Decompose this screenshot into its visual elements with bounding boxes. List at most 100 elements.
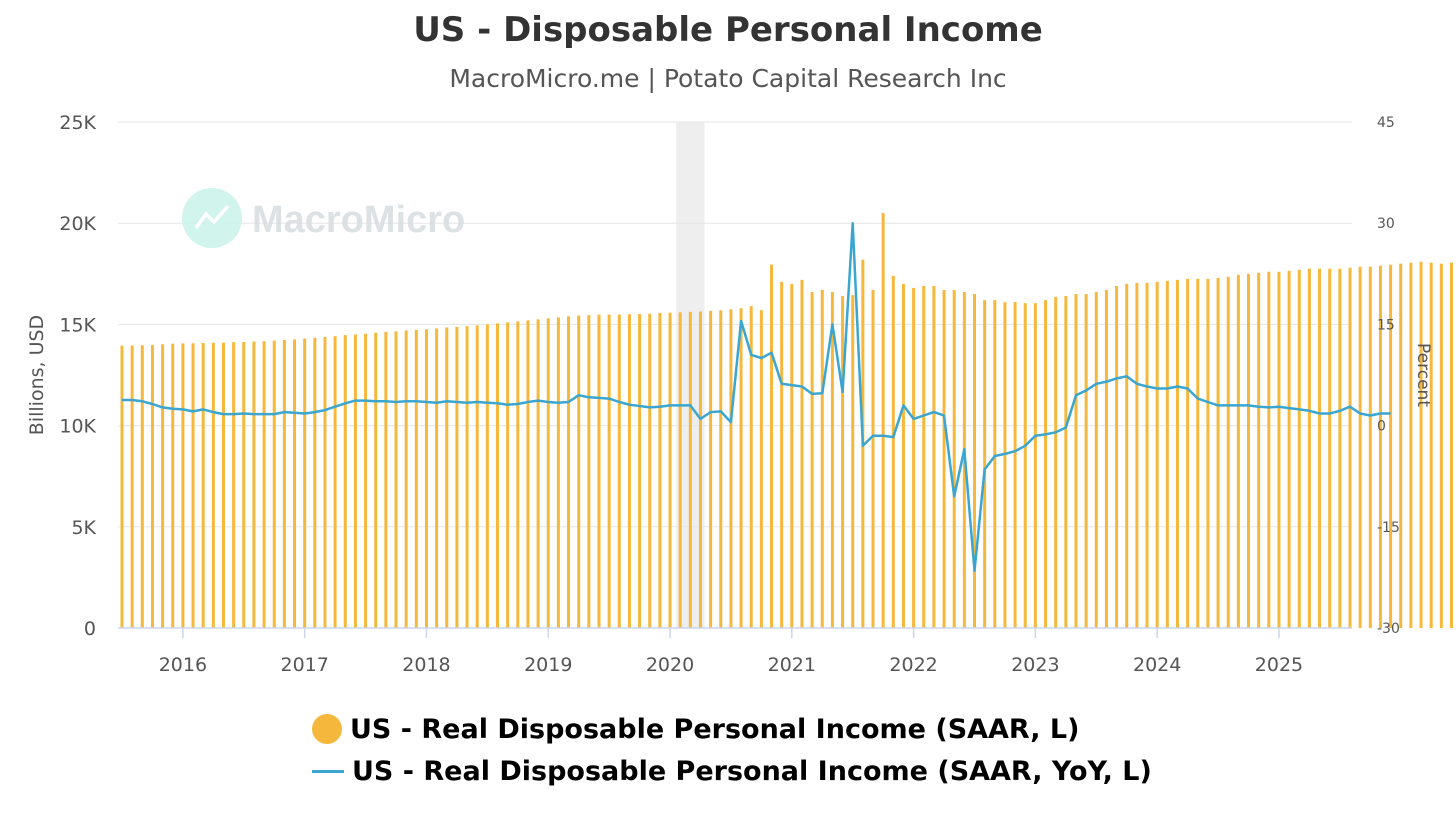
bar bbox=[262, 341, 266, 628]
bar bbox=[150, 345, 154, 628]
bar bbox=[374, 332, 378, 628]
bar bbox=[293, 339, 297, 628]
bar bbox=[120, 345, 124, 628]
bar bbox=[1419, 261, 1423, 628]
bar bbox=[536, 319, 540, 628]
y2-tick-label: 30 bbox=[1377, 216, 1395, 232]
bar bbox=[323, 336, 327, 628]
bar bbox=[1267, 271, 1271, 628]
y-tick-label: 25K bbox=[59, 112, 96, 134]
legend-item-bar[interactable]: US - Real Disposable Personal Income (SA… bbox=[312, 708, 1152, 750]
y-tick-label: 5K bbox=[71, 517, 96, 539]
bar bbox=[232, 342, 236, 628]
bar bbox=[1104, 289, 1108, 628]
bar bbox=[719, 310, 723, 628]
bar bbox=[1399, 263, 1403, 628]
bar bbox=[820, 289, 824, 628]
bar bbox=[353, 334, 357, 628]
bar bbox=[983, 300, 987, 628]
bar bbox=[272, 340, 276, 628]
bar bbox=[1297, 269, 1301, 628]
bar bbox=[1125, 283, 1129, 628]
bar bbox=[1318, 268, 1322, 628]
bar bbox=[556, 317, 560, 628]
bar bbox=[1023, 303, 1027, 628]
legend-line-swatch-icon bbox=[312, 769, 344, 773]
bar bbox=[506, 322, 510, 628]
bar bbox=[1389, 264, 1393, 628]
bar bbox=[1155, 281, 1159, 628]
y-tick-label: 20K bbox=[59, 213, 96, 235]
bar bbox=[1449, 262, 1453, 628]
bar bbox=[841, 296, 845, 628]
bar bbox=[922, 285, 926, 628]
bar bbox=[658, 313, 662, 628]
y2-tick-label: 0 bbox=[1377, 419, 1386, 435]
bar bbox=[648, 313, 652, 628]
bar bbox=[171, 343, 175, 628]
bar bbox=[211, 342, 215, 628]
bar bbox=[475, 325, 479, 628]
bar bbox=[597, 314, 601, 628]
watermark-text: MacroMicro bbox=[252, 199, 465, 241]
line-series bbox=[122, 221, 1391, 572]
x-tick-label: 2023 bbox=[1011, 654, 1059, 676]
bar bbox=[1358, 266, 1362, 628]
legend-label-bar: US - Real Disposable Personal Income (SA… bbox=[350, 713, 1080, 745]
bar bbox=[993, 300, 997, 628]
bar bbox=[759, 310, 763, 628]
bar bbox=[140, 345, 144, 628]
bar bbox=[1368, 266, 1372, 628]
bar bbox=[790, 283, 794, 628]
bar bbox=[1145, 282, 1149, 628]
bar bbox=[709, 310, 713, 628]
bar bbox=[627, 314, 631, 628]
bar bbox=[1277, 271, 1281, 628]
bar bbox=[1236, 274, 1240, 628]
bar bbox=[749, 306, 753, 628]
bar bbox=[394, 331, 398, 628]
bar bbox=[1074, 294, 1078, 628]
chart-title: US - Disposable Personal Income bbox=[413, 10, 1043, 50]
y2-tick-label: 15 bbox=[1377, 317, 1395, 333]
y2-tick-label: -15 bbox=[1377, 520, 1400, 536]
bar bbox=[810, 292, 814, 628]
x-tick-label: 2021 bbox=[768, 654, 816, 676]
bar bbox=[546, 318, 550, 628]
bar bbox=[567, 316, 571, 628]
x-tick-label: 2020 bbox=[646, 654, 694, 676]
watermark-logo-glyph bbox=[194, 204, 230, 230]
bar bbox=[1044, 300, 1048, 628]
bar bbox=[1165, 280, 1169, 628]
bar bbox=[465, 326, 469, 628]
bar bbox=[972, 294, 976, 628]
bar bbox=[1175, 279, 1179, 628]
y-axis-label: Billions, USD bbox=[26, 315, 48, 435]
x-tick-label: 2017 bbox=[280, 654, 328, 676]
bar bbox=[313, 337, 317, 628]
legend-label-line: US - Real Disposable Personal Income (SA… bbox=[352, 755, 1152, 787]
bar bbox=[1429, 262, 1433, 628]
bar bbox=[252, 341, 256, 628]
bar bbox=[901, 283, 905, 628]
bar bbox=[871, 289, 875, 628]
bar bbox=[881, 213, 885, 628]
bar bbox=[932, 285, 936, 628]
y2-axis-label: Percent bbox=[1413, 343, 1433, 407]
bar bbox=[739, 308, 743, 628]
bar bbox=[891, 275, 895, 628]
bar bbox=[435, 328, 439, 628]
bar bbox=[424, 329, 428, 628]
bar bbox=[617, 314, 621, 628]
bar bbox=[1033, 303, 1037, 628]
bar bbox=[1226, 276, 1230, 628]
bar bbox=[282, 339, 286, 628]
legend: US - Real Disposable Personal Income (SA… bbox=[312, 708, 1152, 792]
bar bbox=[1338, 268, 1342, 628]
bar bbox=[445, 327, 449, 628]
bar bbox=[1247, 273, 1251, 628]
bar bbox=[678, 312, 682, 628]
bar bbox=[1196, 278, 1200, 628]
bar bbox=[1348, 267, 1352, 628]
legend-item-line[interactable]: US - Real Disposable Personal Income (SA… bbox=[312, 750, 1152, 792]
